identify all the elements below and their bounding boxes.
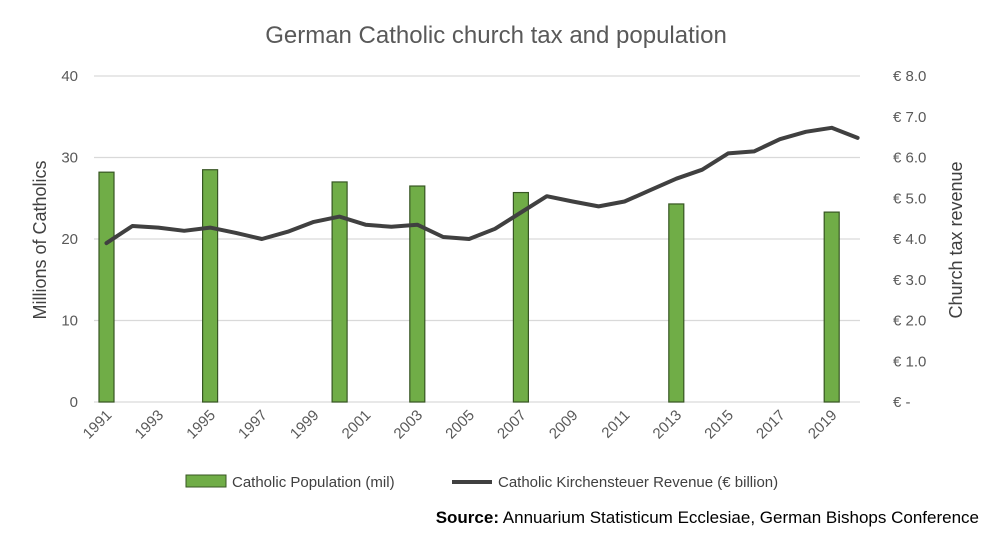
right-tick-label: € 2.0 — [893, 313, 926, 330]
x-tick-label: 1997 — [235, 407, 271, 443]
revenue-line — [104, 125, 860, 246]
line-series — [104, 125, 860, 246]
x-tick-label: 2007 — [494, 407, 530, 443]
right-axis-label: Church tax revenue — [946, 161, 966, 318]
left-tick-label: 40 — [61, 68, 78, 85]
left-tick-label: 0 — [70, 394, 78, 411]
right-tick-label: € 1.0 — [893, 353, 926, 370]
x-tick-label: 2015 — [701, 407, 737, 443]
source-text: Annuarium Statisticum Ecclesiae, German … — [502, 508, 979, 527]
x-tick-label: 2011 — [598, 407, 633, 442]
left-tick-label: 20 — [61, 231, 78, 248]
bar — [823, 211, 840, 403]
left-axis-label: Millions of Catholics — [30, 160, 50, 319]
bar — [668, 203, 685, 403]
source-label: Source: — [435, 508, 499, 527]
right-tick-label: € 4.0 — [893, 231, 926, 248]
right-tick-label: € 3.0 — [893, 272, 926, 289]
bar — [331, 181, 348, 403]
bar — [202, 169, 219, 403]
legend-bar-label: Catholic Population (mil) — [232, 474, 395, 491]
legend-line-label: Catholic Kirchensteuer Revenue (€ billio… — [498, 474, 778, 491]
x-tick-label: 1995 — [183, 407, 219, 443]
x-axis: 1991 1993 1995 1997 1999 2001 2003 2005 2007 2009… — [80, 407, 841, 443]
x-tick-label: 2005 — [442, 407, 478, 443]
left-tick-label: 10 — [61, 313, 78, 330]
bar-series — [98, 169, 840, 403]
bar — [409, 185, 426, 403]
x-tick-label: 2003 — [391, 407, 427, 443]
x-tick-label: 1999 — [287, 407, 323, 443]
x-tick-label: 1993 — [132, 407, 168, 443]
gridlines — [94, 75, 860, 403]
right-tick-label: € 5.0 — [893, 190, 926, 207]
x-tick-label: 2017 — [753, 407, 789, 443]
left-axis: 0 10 20 30 40 — [61, 68, 78, 411]
legend-bar-swatch — [185, 474, 227, 488]
bar — [512, 191, 530, 403]
right-tick-label: € 8.0 — [893, 68, 926, 85]
right-axis: € - € 1.0 € 2.0 € 3.0 € 4.0 € 5.0 € 6.0 € 7.0 € … — [893, 68, 926, 411]
x-tick-label: 2013 — [650, 407, 686, 443]
source-note: Source: Annuarium Statisticum Ecclesiae,… — [436, 508, 979, 528]
x-tick-label: 2009 — [546, 407, 582, 443]
x-tick-label: 2019 — [805, 407, 841, 443]
right-tick-label: € 6.0 — [893, 150, 926, 167]
bar — [98, 171, 115, 403]
left-tick-label: 30 — [61, 150, 78, 167]
right-tick-label: € 7.0 — [893, 109, 926, 126]
legend: Catholic Population (mil) Catholic Kirch… — [185, 474, 778, 491]
chart-title: German Catholic church tax and populatio… — [265, 22, 727, 49]
x-tick-label: 2001 — [339, 407, 375, 443]
x-tick-label: 1991 — [80, 407, 116, 443]
right-tick-label: € - — [893, 394, 911, 411]
